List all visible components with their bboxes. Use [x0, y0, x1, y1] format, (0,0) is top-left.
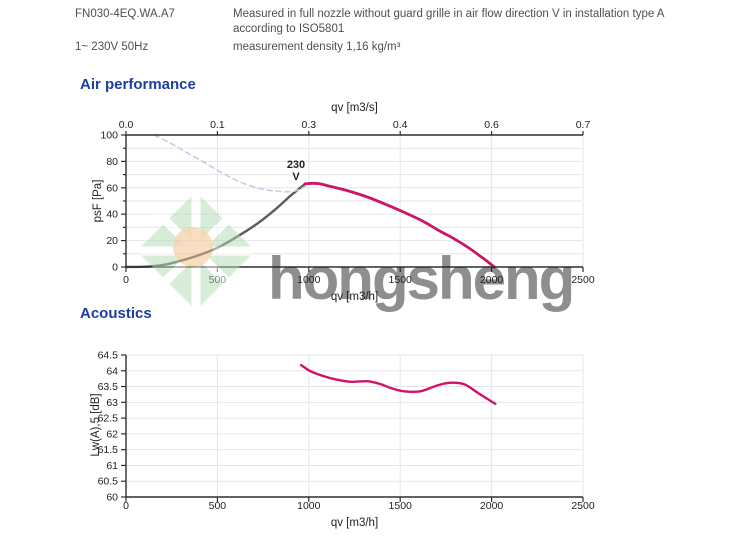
acoustics-chart: 60 60.5 61 61.5 62 62.5 63 63.5 64 64.5 0 500 1000 15… — [60, 340, 642, 538]
grid-lines — [126, 134, 584, 267]
acoustics-svg: 60 60.5 61 61.5 62 62.5 63 63.5 64 64.5 0 500 1000 15… — [90, 350, 595, 530]
measurement-description: Measured in full nozzle without guard gr… — [233, 8, 664, 36]
y-tick-label: 60 — [106, 492, 118, 504]
y-tick-label: 62 — [106, 428, 118, 440]
x-tick-label: 2500 — [571, 500, 595, 512]
air-performance-svg: 02040608010000.05000.110000.315000.42000… — [92, 102, 595, 303]
y-tick-label: 0 — [112, 262, 118, 274]
section-title-air-performance: Air performance — [80, 76, 196, 93]
y-tick-label: 100 — [100, 130, 118, 142]
x2-tick-label: 0.3 — [301, 119, 316, 131]
y-tick-label: 60.5 — [98, 476, 119, 488]
y-tick-label: 63.5 — [98, 381, 119, 393]
section-title-acoustics: Acoustics — [80, 305, 152, 322]
x-tick-label: 2000 — [480, 500, 504, 512]
model-number: FN030-4EQ.WA.A7 — [75, 8, 175, 20]
axes — [125, 355, 583, 498]
tick-labels: 02040608010000.05000.110000.315000.42000… — [100, 119, 594, 286]
x-axis-title: qv [m3/h] — [331, 517, 378, 529]
x-tick-label: 2500 — [571, 274, 595, 286]
x2-tick-label: 0.1 — [210, 119, 225, 131]
y-tick-label: 20 — [106, 235, 118, 247]
x-tick-label: 1500 — [389, 274, 413, 286]
series-noise-curve — [299, 363, 497, 406]
y-tick-label: 60 — [106, 182, 118, 194]
x-axis-title: qv [m3/h] — [331, 291, 378, 303]
x-tick-label: 0 — [123, 500, 129, 512]
y-tick-label: 80 — [106, 156, 118, 168]
y-tick-label: 61.5 — [98, 444, 119, 456]
x-tick-label: 1000 — [297, 500, 321, 512]
voltage-annotation-line2: V — [292, 171, 300, 183]
x-tick-label: 500 — [209, 500, 227, 512]
x2-tick-label: 0.6 — [484, 119, 499, 131]
y-tick-label: 62.5 — [98, 413, 119, 425]
y-axis-title: psF [Pa] — [92, 180, 104, 223]
ticks — [121, 354, 584, 502]
y-tick-label: 63 — [106, 397, 118, 409]
y-axis-title: Lw(A),5 [dB] — [90, 393, 102, 456]
series-system-limit-dashed — [153, 134, 307, 193]
air-performance-chart: 0 20 40 60 80 100 0 0.0 500 0.1 1000 0.3 1500 0.4 2000… — [60, 94, 642, 309]
ticks — [121, 131, 584, 272]
x2-axis-title: qv [m3/s] — [331, 102, 378, 114]
y-tick-label: 61 — [106, 460, 118, 472]
x-tick-label: 0 — [123, 274, 129, 286]
series-fan-curve-230V — [303, 181, 496, 269]
tick-labels: 60 60.5 61 61.5 62 62.5 63 63.5 64 64.5 0 500 1000 15… — [98, 350, 595, 513]
series-fan-curve-rising — [124, 182, 307, 269]
x2-tick-label: 0.7 — [576, 119, 591, 131]
voltage-annotation: 230V — [287, 159, 305, 183]
x-tick-label: 1500 — [389, 500, 413, 512]
x-tick-label: 1000 — [297, 274, 321, 286]
grid-lines — [126, 354, 584, 497]
y-tick-label: 64 — [106, 365, 118, 377]
y-tick-label: 64.5 — [98, 350, 119, 362]
voltage-annotation-line1: 230 — [287, 159, 305, 171]
x-tick-label: 2000 — [480, 274, 504, 286]
x-tick-label: 500 — [209, 274, 227, 286]
power-supply: 1~ 230V 50Hz — [75, 41, 149, 53]
measurement-density: measurement density 1,16 kg/m³ — [233, 41, 401, 53]
x2-tick-label: 0.4 — [393, 119, 408, 131]
y-tick-label: 40 — [106, 209, 118, 221]
x2-tick-label: 0.0 — [119, 119, 134, 131]
